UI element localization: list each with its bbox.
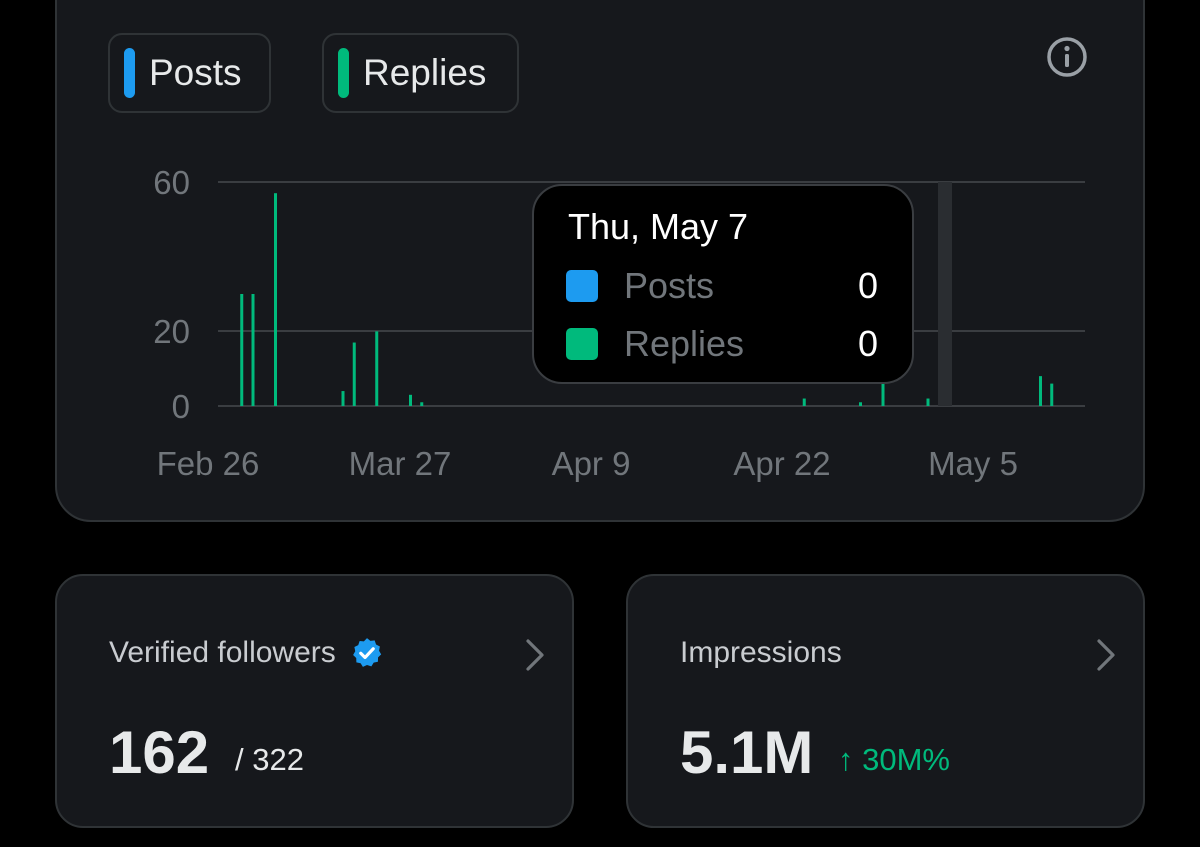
bar-replies xyxy=(274,193,277,406)
tooltip-replies-value: 0 xyxy=(857,323,878,364)
tooltip-posts-swatch xyxy=(566,270,598,302)
tooltip-posts-label: Posts xyxy=(624,265,715,306)
tooltip-posts-value: 0 xyxy=(857,265,878,306)
verified-followers-title-row: Verified followers xyxy=(109,636,384,670)
posts-swatch xyxy=(124,48,135,98)
tooltip-date: Thu, May 7 xyxy=(568,206,749,247)
legend-posts-toggle[interactable]: Posts xyxy=(108,33,271,113)
legend-replies-label: Replies xyxy=(363,52,487,93)
x-tick-label: Apr 9 xyxy=(552,445,631,482)
x-axis: Feb 26 Mar 27 Apr 9 Apr 22 May 5 xyxy=(157,445,1018,482)
bar-replies xyxy=(409,394,412,406)
bar-replies xyxy=(859,402,862,406)
y-tick-label: 0 xyxy=(172,388,190,425)
x-tick-label: Mar 27 xyxy=(349,445,452,482)
bar-replies xyxy=(240,294,244,406)
bar-replies xyxy=(1039,376,1042,406)
bar-replies xyxy=(420,402,424,406)
chevron-right-icon xyxy=(1097,639,1115,671)
impressions-change: ↑ 30M% xyxy=(838,742,950,777)
bar-replies xyxy=(341,391,345,406)
info-icon[interactable] xyxy=(1045,35,1089,79)
bar-replies xyxy=(881,383,885,406)
impressions-card[interactable]: Impressions 5.1M ↑ 30M% xyxy=(626,574,1145,828)
bar-replies xyxy=(375,331,379,406)
tooltip-row-posts: Posts 0 xyxy=(566,264,878,308)
y-tick-label: 60 xyxy=(153,164,190,201)
x-tick-label: Feb 26 xyxy=(157,445,260,482)
x-tick-label: May 5 xyxy=(928,445,1018,482)
verified-followers-card[interactable]: Verified followers 162 / 322 xyxy=(55,574,574,828)
x-tick-label: Apr 22 xyxy=(733,445,830,482)
verified-followers-total: / 322 xyxy=(235,742,304,777)
legend-replies-toggle[interactable]: Replies xyxy=(322,33,519,113)
y-axis: 60 20 0 xyxy=(153,164,190,425)
y-tick-label: 20 xyxy=(153,313,190,350)
impressions-title: Impressions xyxy=(680,636,842,669)
bar-replies xyxy=(1050,383,1054,406)
tooltip-replies-swatch xyxy=(566,328,598,360)
replies-swatch xyxy=(338,48,349,98)
bar-replies xyxy=(352,342,356,406)
verified-followers-value: 162 xyxy=(109,719,210,786)
bar-replies xyxy=(802,398,806,406)
chart: 60 20 0 Feb 26 Mar 27 Apr 9 Apr 22 May 5 xyxy=(153,164,1085,482)
verified-badge-icon xyxy=(352,638,381,667)
hover-cursor-band xyxy=(938,182,952,406)
verified-followers-title: Verified followers xyxy=(109,636,336,669)
tooltip-replies-label: Replies xyxy=(624,323,745,364)
bar-replies xyxy=(251,294,255,406)
chevron-right-icon xyxy=(526,639,544,671)
bar-replies xyxy=(926,398,930,406)
tooltip-row-replies: Replies 0 xyxy=(566,322,878,366)
bars xyxy=(240,193,1054,406)
impressions-value: 5.1M xyxy=(680,719,814,786)
legend-posts-label: Posts xyxy=(149,52,242,93)
